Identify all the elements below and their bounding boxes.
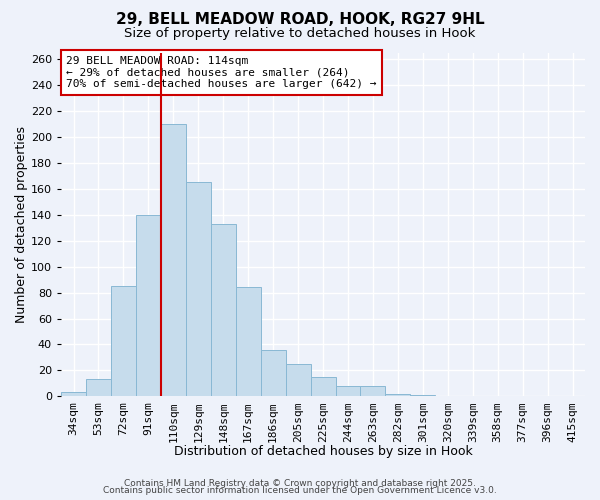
Bar [111, 286, 136, 397]
Bar [186, 182, 211, 396]
Bar [286, 364, 311, 396]
Text: 29 BELL MEADOW ROAD: 114sqm
← 29% of detached houses are smaller (264)
70% of se: 29 BELL MEADOW ROAD: 114sqm ← 29% of det… [66, 56, 377, 89]
Text: Size of property relative to detached houses in Hook: Size of property relative to detached ho… [124, 28, 476, 40]
Bar [260, 350, 286, 397]
Bar [335, 386, 361, 396]
Bar [236, 288, 260, 397]
Bar [311, 377, 335, 396]
Text: Contains HM Land Registry data © Crown copyright and database right 2025.: Contains HM Land Registry data © Crown c… [124, 478, 476, 488]
Bar [361, 386, 385, 396]
Text: 29, BELL MEADOW ROAD, HOOK, RG27 9HL: 29, BELL MEADOW ROAD, HOOK, RG27 9HL [116, 12, 484, 28]
Bar [86, 380, 111, 396]
Bar [410, 395, 436, 396]
Bar [136, 214, 161, 396]
X-axis label: Distribution of detached houses by size in Hook: Distribution of detached houses by size … [173, 444, 472, 458]
Y-axis label: Number of detached properties: Number of detached properties [15, 126, 28, 323]
Text: Contains public sector information licensed under the Open Government Licence v3: Contains public sector information licen… [103, 486, 497, 495]
Bar [211, 224, 236, 396]
Bar [385, 394, 410, 396]
Bar [61, 392, 86, 396]
Bar [161, 124, 186, 396]
